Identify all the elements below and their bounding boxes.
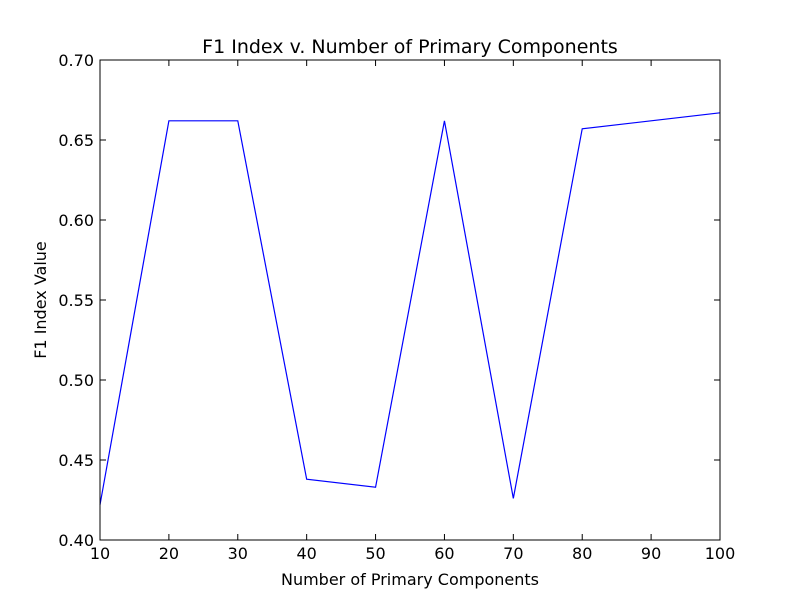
x-axis-label: Number of Primary Components	[281, 570, 539, 589]
x-tick-label: 30	[228, 544, 248, 563]
plot-frame	[99, 59, 721, 541]
x-tick-label: 40	[296, 544, 316, 563]
x-tick-label: 100	[705, 544, 736, 563]
y-tick-label: 0.70	[58, 51, 94, 70]
y-tick-label: 0.40	[58, 531, 94, 550]
chart-title: F1 Index v. Number of Primary Components	[202, 36, 618, 58]
y-tick-label: 0.45	[58, 451, 94, 470]
x-tick-label: 70	[503, 544, 523, 563]
ticks-layer: 10 20 30 40 50 60 70 80 90 100 0.40 0.45 0.50 0.55 0.6…	[58, 51, 735, 563]
x-tick-label: 60	[434, 544, 454, 563]
y-tick-label: 0.65	[58, 131, 94, 150]
x-tick-label: 10	[90, 544, 110, 563]
y-axis-label: F1 Index Value	[31, 241, 50, 359]
x-tick-label: 90	[641, 544, 661, 563]
x-tick-label: 50	[365, 544, 385, 563]
x-tick-label: 80	[572, 544, 592, 563]
x-tick-label: 20	[159, 544, 179, 563]
y-tick-label: 0.55	[58, 291, 94, 310]
y-tick-label: 0.60	[58, 211, 94, 230]
series-line	[99, 112, 721, 505]
y-tick-label: 0.50	[58, 371, 94, 390]
